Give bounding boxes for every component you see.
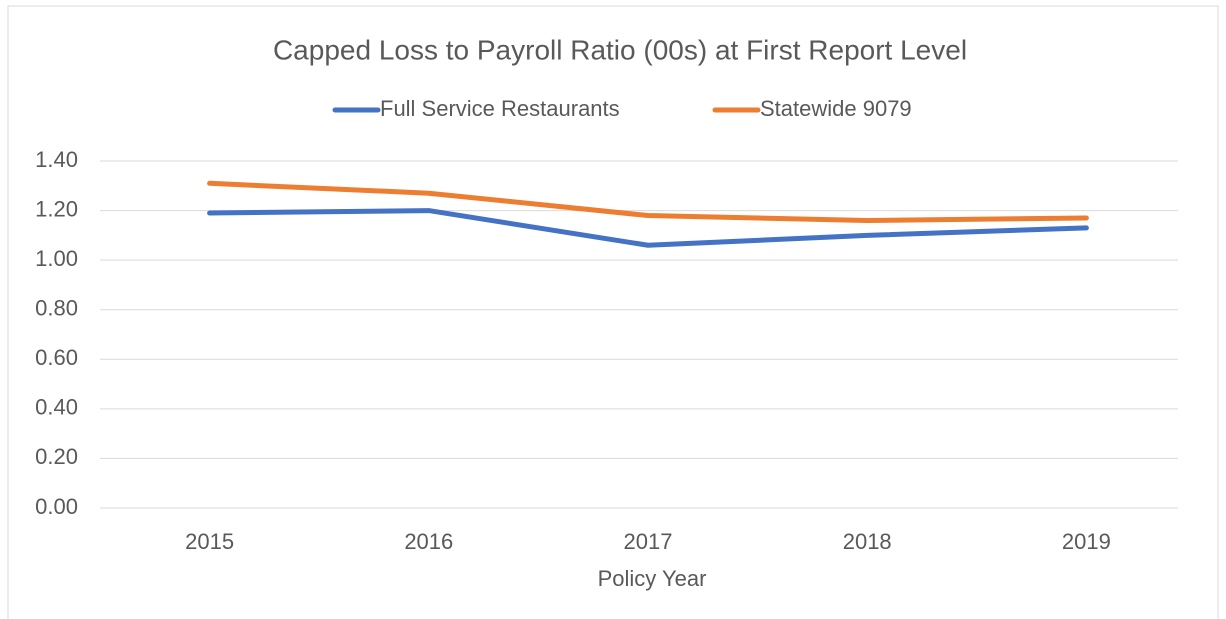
y-tick-label: 0.80 [35,296,78,321]
y-tick-label: 1.20 [35,196,78,221]
x-tick-label: 2016 [404,529,453,554]
x-tick-label: 2017 [624,529,673,554]
series-line [207,180,1089,223]
y-tick-label: 0.20 [35,444,78,469]
chart-title: Capped Loss to Payroll Ratio (00s) at Fi… [273,34,967,65]
x-tick-label: 2015 [185,529,234,554]
y-tick-label: 0.00 [35,494,78,519]
chart-frame [7,5,1219,619]
y-tick-label: 1.40 [35,147,78,172]
legend-label: Full Service Restaurants [380,96,620,121]
x-axis-label: Policy Year [598,566,707,591]
y-tick-label: 1.00 [35,246,78,271]
x-tick-label: 2019 [1062,529,1111,554]
series-line [207,208,1089,248]
x-tick-label: 2018 [843,529,892,554]
y-tick-label: 0.40 [35,395,78,420]
legend-label: Statewide 9079 [760,96,912,121]
y-tick-label: 0.60 [35,345,78,370]
